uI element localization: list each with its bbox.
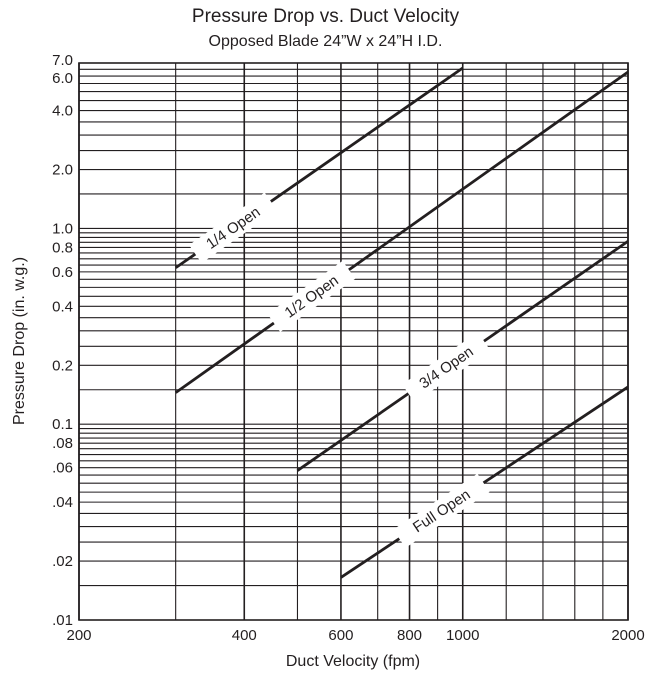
chart-title: Pressure Drop vs. Duct Velocity bbox=[191, 6, 460, 27]
series-label-text: Full Open bbox=[410, 486, 474, 536]
y-tick-label: 4.0 bbox=[52, 103, 73, 120]
series-line bbox=[174, 70, 629, 394]
y-tick-label: .08 bbox=[52, 435, 73, 452]
y-tick-label: .04 bbox=[52, 494, 73, 511]
x-tick-label: 1000 bbox=[446, 627, 479, 644]
y-tick-label: 0.6 bbox=[52, 264, 73, 281]
y-tick-label: .02 bbox=[52, 553, 73, 570]
x-tick-label: 200 bbox=[66, 627, 91, 644]
y-tick-label: 6.0 bbox=[52, 70, 73, 87]
x-axis-label: Duct Velocity (fpm) bbox=[286, 653, 420, 670]
x-tick-label: 400 bbox=[232, 627, 257, 644]
y-tick-label: 7.0 bbox=[52, 52, 73, 69]
tick-labels: 200 400 600 800 1000 2000 7.06.0 4.0 2.0 1.0 0.8 0.… bbox=[52, 52, 645, 644]
series-label-background bbox=[189, 192, 278, 264]
series-label-background bbox=[267, 260, 356, 333]
series-label: 3/4 Open bbox=[402, 332, 491, 403]
x-tick-label: 2000 bbox=[611, 627, 644, 644]
x-tick-label: 600 bbox=[328, 627, 353, 644]
x-tick-label: 800 bbox=[397, 627, 422, 644]
series-line bbox=[340, 385, 629, 579]
y-tick-label: 0.8 bbox=[52, 239, 73, 256]
y-tick-label: 1.0 bbox=[52, 220, 73, 237]
y-tick-label: 0.2 bbox=[52, 357, 73, 374]
series-label-text: 3/4 Open bbox=[416, 343, 476, 392]
series-label-background bbox=[393, 473, 490, 548]
y-tick-label: .01 bbox=[52, 612, 73, 629]
grid bbox=[78, 62, 629, 621]
y-tick-label: 2.0 bbox=[52, 162, 73, 179]
y-tick-label: .06 bbox=[52, 460, 73, 477]
y-tick-label: 0.1 bbox=[52, 416, 73, 433]
plot-frame bbox=[78, 62, 629, 621]
chart-subtitle: Opposed Blade 24”W x 24”H I.D. bbox=[208, 33, 443, 50]
series-label-background bbox=[402, 332, 491, 403]
series-label: Full Open bbox=[393, 473, 490, 548]
y-tick-label: 0.4 bbox=[52, 298, 73, 315]
y-axis-label: Pressure Drop (in. w.g.) bbox=[11, 257, 28, 425]
